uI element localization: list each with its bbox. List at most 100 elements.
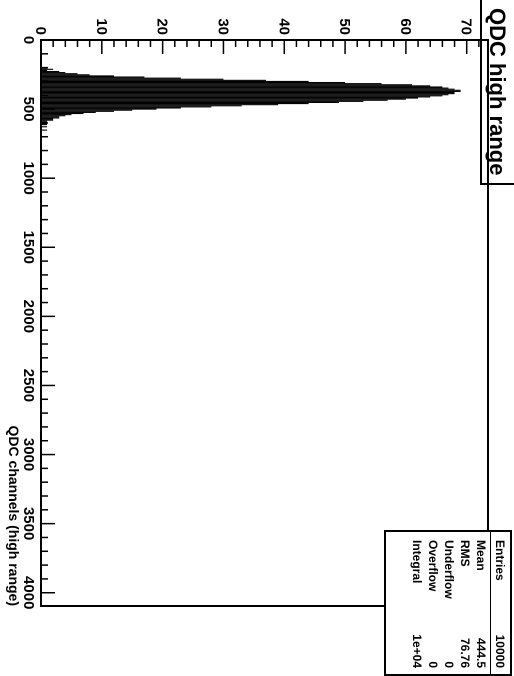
histogram-bar — [41, 84, 412, 86]
histogram-bar — [41, 70, 60, 73]
histogram-bar — [41, 86, 443, 88]
stats-row: Overflow 0 — [425, 540, 441, 668]
histogram-bar — [41, 76, 145, 78]
stats-value: 0 — [426, 661, 440, 668]
histogram-bar — [41, 121, 48, 123]
x-tick-label: 2500 — [20, 369, 37, 402]
y-tick-label: 50 — [336, 18, 353, 35]
histogram-bar — [41, 80, 309, 83]
stats-rows: Entries 10000 Mean 444.5 RMS 76.76 Underflow 0 O… — [409, 532, 508, 674]
histogram-bar — [41, 85, 431, 87]
histogram-bar — [41, 117, 60, 119]
histogram-bar — [41, 74, 90, 76]
y-tick-label: 0 — [32, 27, 49, 35]
histogram-bar — [41, 68, 54, 70]
histogram-bar — [41, 87, 449, 89]
x-tick-label: 500 — [20, 97, 37, 122]
histogram-bar — [41, 73, 78, 75]
stats-row: Integral 1e+04 — [409, 540, 425, 668]
histogram-bar — [41, 112, 84, 115]
histogram-bar — [40, 83, 382, 85]
tick-labels: 0 500 1000 1500 2000 2500 3000 3500 4000 0 10 20 30 4… — [20, 18, 475, 609]
y-tick-label: 40 — [275, 18, 292, 35]
histogram-bar — [41, 114, 72, 116]
x-tick-label: 3000 — [20, 438, 37, 471]
stats-value: 0 — [442, 661, 456, 668]
histogram-bar — [40, 99, 388, 101]
stats-value: 10000 — [493, 634, 507, 668]
histogram-bar — [41, 109, 133, 111]
histogram-bar — [41, 82, 346, 84]
histogram-bar — [40, 90, 461, 92]
histogram-bar — [41, 94, 449, 96]
stats-separator — [490, 532, 491, 674]
x-tick-label: 1000 — [20, 161, 37, 194]
histogram-bar — [40, 93, 455, 95]
stats-value: 76.76 — [458, 637, 472, 668]
histogram-bar — [41, 107, 181, 109]
stats-row: RMS 76.76 — [457, 540, 473, 668]
stats-value: 444.5 — [474, 637, 488, 668]
histogram-bar — [41, 122, 48, 125]
histogram-bar — [41, 126, 48, 128]
histogram-bar — [41, 101, 339, 104]
stats-row: Underflow 0 — [441, 540, 457, 668]
stats-label: Overflow — [426, 540, 440, 592]
x-tick-label: 0 — [20, 36, 37, 44]
stats-label: Underflow — [442, 540, 456, 599]
histogram-bar — [41, 98, 406, 100]
histogram-bar — [40, 89, 461, 91]
stats-label: Integral — [410, 540, 424, 584]
histogram-bar — [41, 120, 48, 122]
histogram-bar — [40, 91, 455, 94]
x-axis-label: QDC channels (high range) — [6, 426, 22, 606]
histogram-bar — [40, 110, 114, 112]
x-tick-label: 4000 — [20, 576, 37, 609]
histogram-bar — [41, 116, 60, 118]
stats-label: RMS — [458, 540, 472, 567]
histogram-bar — [41, 78, 224, 80]
stats-row: Mean 444.5 — [473, 540, 489, 668]
histogram-bar — [41, 108, 157, 110]
histogram-bar — [40, 106, 212, 108]
plot-frame — [40, 39, 489, 607]
histogram-bar — [41, 100, 364, 102]
stats-label: Mean — [474, 540, 488, 571]
histogram-bar — [41, 103, 309, 105]
y-tick-label: 70 — [458, 18, 475, 35]
x-tick-label: 1500 — [20, 231, 37, 264]
x-tick-label: 3500 — [20, 507, 37, 540]
stats-box: Entries 10000 Mean 444.5 RMS 76.76 Underflow 0 O… — [384, 530, 512, 676]
histogram-bar — [41, 95, 443, 97]
histogram-bar — [40, 111, 96, 113]
histogram-bar — [41, 97, 419, 99]
stats-value: 1e+04 — [410, 634, 424, 668]
histogram-bar — [41, 69, 48, 71]
histogram-bar — [41, 72, 66, 74]
histogram-bars — [40, 67, 461, 131]
histogram-bar — [40, 88, 455, 90]
histogram-bar — [41, 77, 181, 79]
histogram-bar — [41, 118, 54, 120]
stats-label: Entries — [493, 540, 507, 581]
y-tick-label: 60 — [397, 18, 414, 35]
axes-group — [40, 39, 489, 607]
stats-row: Entries 10000 — [492, 540, 508, 668]
histogram-bar — [40, 75, 114, 77]
histogram-bar — [41, 115, 66, 117]
y-tick-label: 30 — [214, 18, 231, 35]
histogram-bar — [41, 79, 267, 81]
histogram-bar — [41, 67, 48, 69]
y-tick-label: 20 — [154, 18, 171, 35]
histogram-bar — [41, 129, 48, 131]
x-tick-label: 2000 — [20, 300, 37, 333]
histogram-bar — [41, 119, 54, 121]
y-tick-label: 10 — [93, 18, 110, 35]
histogram-bar — [41, 124, 48, 126]
histogram-bar — [41, 105, 242, 107]
histogram-bar — [41, 104, 279, 106]
histogram-bar — [41, 96, 431, 98]
